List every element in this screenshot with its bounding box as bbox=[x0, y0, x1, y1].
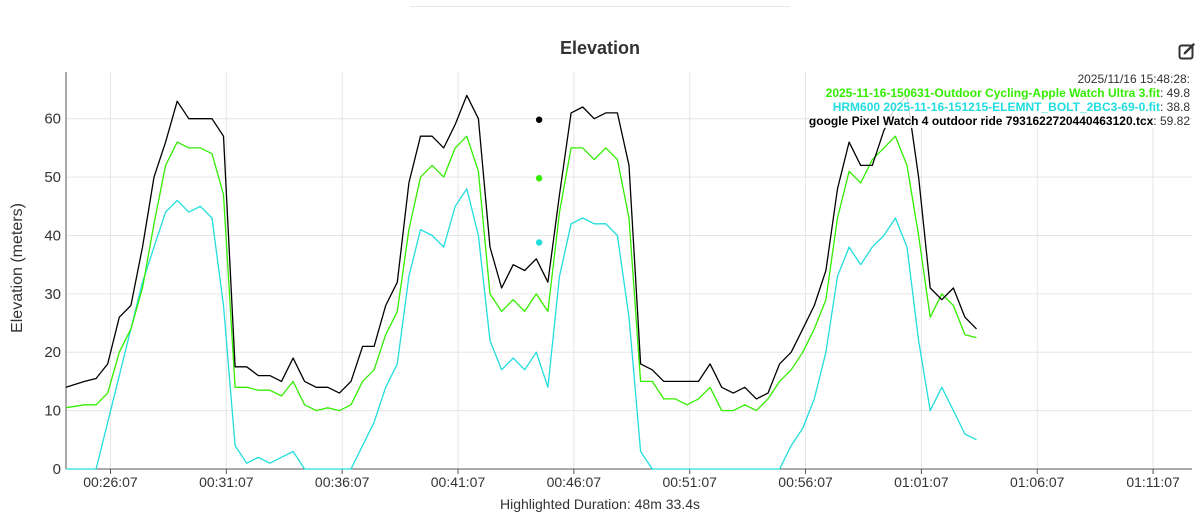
hover-point-green bbox=[535, 175, 543, 182]
axes bbox=[65, 72, 1192, 474]
tooltip-series-name: 2025-11-16-150631-Outdoor Cycling-Apple … bbox=[825, 86, 1160, 100]
chart-title: Elevation bbox=[559, 38, 641, 58]
series-line-apple bbox=[65, 135, 977, 412]
tooltip: 2025/11/16 15:48:28: 2025-11-16-150631-O… bbox=[808, 72, 1190, 128]
tooltip-series-name: HRM600 2025-11-16-151215-ELEMNT_BOLT_2BC… bbox=[832, 100, 1160, 114]
tooltip-row-pixel: google Pixel Watch 4 outdoor ride 793162… bbox=[808, 114, 1190, 128]
x-tick-label: 01:01:07 bbox=[894, 474, 949, 490]
y-tick-label: 10 bbox=[44, 403, 61, 420]
x-tick-label: 00:51:07 bbox=[662, 474, 717, 490]
x-tick-label: 01:06:07 bbox=[1010, 474, 1065, 490]
tooltip-row-apple: 2025-11-16-150631-Outdoor Cycling-Apple … bbox=[825, 86, 1190, 100]
grid-lines bbox=[66, 72, 1192, 470]
hover-markers bbox=[535, 116, 543, 246]
x-tick-label: 00:36:07 bbox=[315, 474, 370, 490]
tooltip-series-value: 38.8 bbox=[1166, 100, 1190, 114]
y-tick-label: 0 bbox=[53, 461, 61, 478]
y-tick-label: 50 bbox=[44, 169, 61, 186]
series-line-hrm600 bbox=[66, 188, 977, 470]
x-tick-label: 00:26:07 bbox=[83, 474, 138, 490]
y-tick-label: 20 bbox=[44, 344, 61, 361]
tooltip-series-name: google Pixel Watch 4 outdoor ride 793162… bbox=[808, 114, 1154, 128]
y-tick-label: 60 bbox=[44, 111, 61, 128]
y-tick-label: 40 bbox=[44, 227, 61, 244]
x-tick-label: 00:41:07 bbox=[431, 474, 486, 490]
series-lines bbox=[65, 94, 977, 470]
tooltip-series-value: 49.8 bbox=[1166, 86, 1190, 100]
tooltip-series-value: 59.82 bbox=[1159, 114, 1190, 128]
x-tick-label: 01:11:07 bbox=[1126, 474, 1180, 490]
tick-labels: 0 10 20 30 40 50 60 00:26:07 00:31:07 00:36:07 00:… bbox=[44, 111, 1180, 490]
x-tick-label: 00:56:07 bbox=[778, 474, 833, 490]
x-tick-label: 00:31:07 bbox=[199, 474, 254, 490]
series-line-pixel bbox=[65, 94, 977, 400]
tooltip-header: 2025/11/16 15:48:28: bbox=[1077, 72, 1190, 86]
edit-icon[interactable] bbox=[1178, 42, 1196, 60]
x-axis-title: Highlighted Duration: 48m 33.4s bbox=[499, 496, 700, 512]
x-tick-label: 00:46:07 bbox=[547, 474, 602, 490]
hover-point-cyan bbox=[535, 239, 543, 246]
y-tick-label: 30 bbox=[44, 286, 61, 303]
tooltip-row-hrm600: HRM600 2025-11-16-151215-ELEMNT_BOLT_2BC… bbox=[832, 100, 1190, 114]
top-divider bbox=[410, 6, 790, 7]
hover-point-black bbox=[535, 116, 543, 123]
